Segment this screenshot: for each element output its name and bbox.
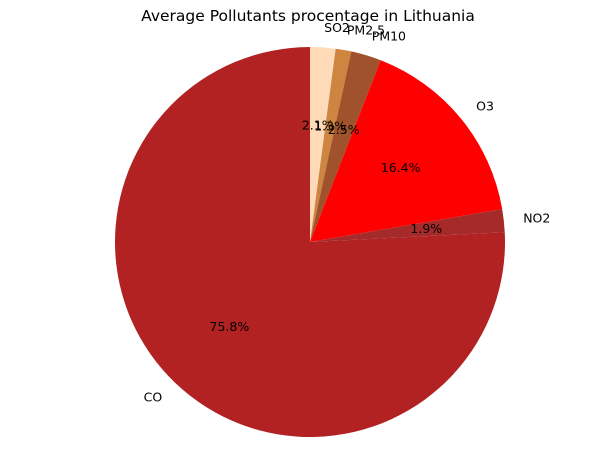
pie-slice-o3 <box>310 60 503 243</box>
slice-percent-pm2-5: 1.3% <box>314 119 346 134</box>
slice-percent-co: 75.8% <box>210 319 250 334</box>
pie-slice-pm10 <box>310 51 381 243</box>
slice-percent-so2: 2.1% <box>302 117 334 132</box>
slice-percent-pm10: 2.5% <box>328 122 360 137</box>
slice-label-co: CO <box>144 389 163 404</box>
slice-label-o3: O3 <box>476 98 494 113</box>
pie-slice-no2 <box>310 209 505 242</box>
pie-slice-co <box>115 47 505 438</box>
slice-label-no2: NO2 <box>523 210 550 225</box>
pie-slice-so2 <box>310 47 336 242</box>
pie-slice-pm2-5 <box>310 48 352 243</box>
slice-percent-labels: 2.1%1.3%2.5% 16.4% 1.9% 75.8% <box>210 117 443 334</box>
chart-title: Average Pollutants procentage in Lithuan… <box>141 7 475 25</box>
slice-label-pm10: PM10 <box>372 29 406 44</box>
slice-percent-o3: 16.4% <box>381 160 421 175</box>
slice-percent-no2: 1.9% <box>410 221 442 236</box>
pie-slices <box>115 47 505 438</box>
slice-label-pm2-5: PM2.5 <box>347 23 385 38</box>
slice-label-so2: SO2 <box>324 20 350 35</box>
